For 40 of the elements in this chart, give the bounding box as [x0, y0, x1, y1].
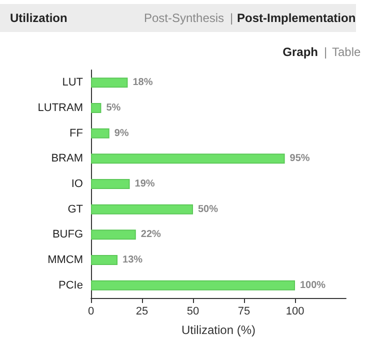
- text: |: [230, 11, 234, 25]
- y-tick-label: IO: [71, 178, 84, 190]
- text: Post-Synthesis: [144, 11, 224, 25]
- y-tick-label: BRAM: [51, 152, 83, 165]
- text: Post-Implementation: [237, 11, 356, 25]
- x-tick-label: 25: [136, 306, 148, 318]
- bar: [91, 280, 295, 290]
- bar: [91, 204, 193, 214]
- y-tick-label: BUFG: [52, 228, 83, 241]
- data-label: 5%: [106, 102, 121, 114]
- data-label: 100%: [300, 280, 326, 291]
- x-tick-label: 0: [88, 306, 94, 318]
- bar: [91, 103, 102, 113]
- bar: [91, 78, 128, 88]
- text: Table: [332, 45, 362, 59]
- y-tick-label: MMCM: [48, 254, 83, 266]
- data-label: 9%: [114, 128, 129, 139]
- y-tick-label: LUTRAM: [38, 102, 83, 114]
- y-tick-label: GT: [68, 203, 84, 216]
- data-label: 18%: [132, 77, 153, 88]
- x-tick-label: 75: [238, 306, 250, 318]
- y-tick-label: FF: [70, 127, 84, 140]
- data-label: 22%: [140, 229, 162, 240]
- y-tick-label: LUT: [62, 76, 84, 89]
- data-label: 50%: [198, 204, 218, 215]
- bar: [91, 230, 136, 240]
- data-label: 95%: [290, 153, 310, 164]
- data-label: 19%: [134, 178, 155, 190]
- bar: [91, 255, 118, 265]
- x-tick-label: 50: [186, 306, 200, 318]
- text: |: [324, 45, 328, 59]
- data-label: 13%: [122, 254, 143, 266]
- bar: [91, 154, 285, 164]
- bar: [91, 179, 130, 189]
- y-tick-label: PCIe: [58, 279, 83, 292]
- chart-title: Utilization: [10, 11, 68, 25]
- text: Graph: [282, 45, 318, 59]
- x-tick-label: 100: [286, 306, 304, 318]
- bar: [91, 128, 110, 138]
- x-axis-title: Utilization (%): [181, 323, 256, 337]
